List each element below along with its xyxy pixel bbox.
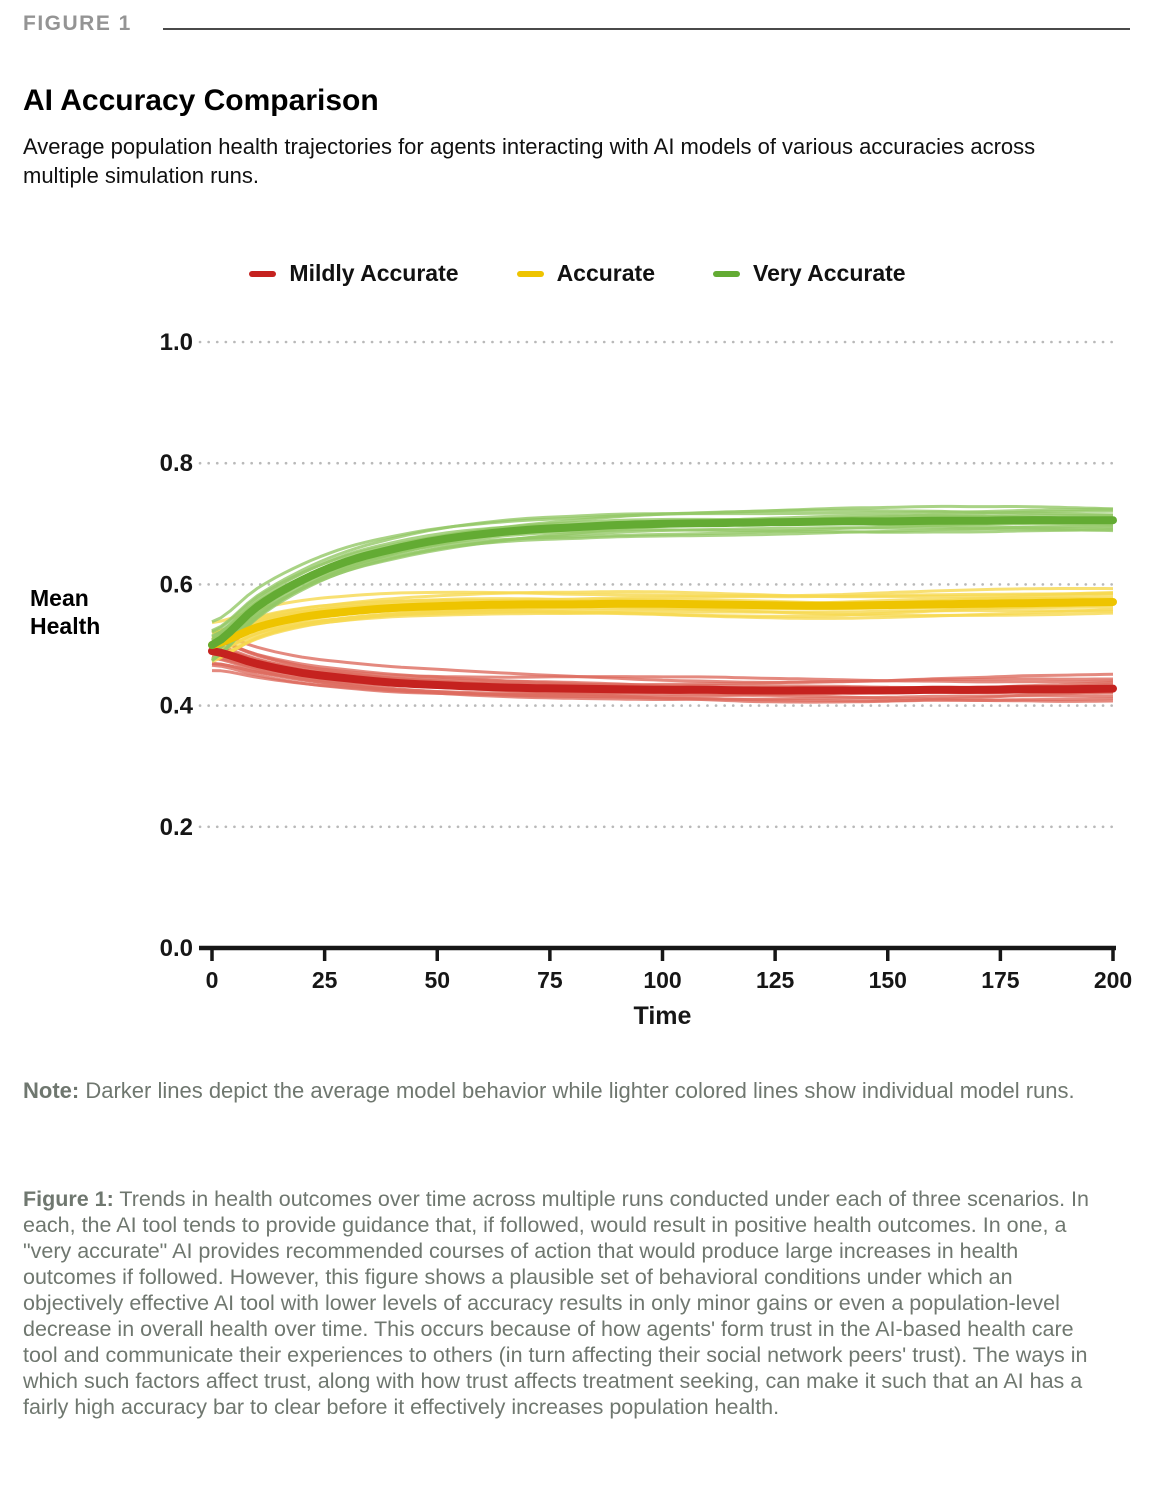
x-tick-label: 100 [643, 967, 681, 993]
run-line [211, 521, 1114, 654]
chart-note: Note: Darker lines depict the average mo… [23, 1076, 1088, 1105]
mean-line [208, 516, 1117, 649]
legend-item-accurate: Accurate [516, 260, 655, 287]
run-line [211, 636, 1114, 684]
legend-label: Mildly Accurate [289, 260, 459, 286]
x-axis-title: Time [634, 1002, 692, 1030]
chart-legend: Mildly Accurate Accurate Very Accurate [0, 260, 1155, 287]
run-line [211, 590, 1114, 634]
header-rule [163, 28, 1130, 30]
y-tick-label: 0.2 [160, 814, 193, 841]
run-line [211, 663, 1114, 703]
note-label: Note: [23, 1078, 80, 1103]
note-text: Darker lines depict the average model be… [79, 1078, 1075, 1103]
run-line [211, 520, 1113, 655]
legend-swatch-yellow [516, 270, 544, 277]
caption-text: Trends in health outcomes over time acro… [23, 1187, 1089, 1419]
legend-label: Accurate [556, 260, 655, 286]
legend-item-mildly-accurate: Mildly Accurate [249, 260, 459, 287]
caption-label: Figure 1: [23, 1187, 114, 1211]
mean-line [208, 647, 1117, 695]
y-tick-label: 0.6 [160, 571, 193, 598]
y-tick-label: 0.0 [160, 935, 193, 962]
figure-caption: Figure 1: Trends in health outcomes over… [23, 1186, 1113, 1420]
run-line [211, 636, 1113, 687]
run-line [211, 587, 1114, 625]
y-axis-title: Mean Health [30, 585, 101, 639]
run-line [211, 592, 1113, 635]
chart-subtitle: Average population health trajectories f… [23, 134, 1036, 188]
run-line [211, 629, 1114, 684]
legend-label: Very Accurate [753, 260, 906, 286]
y-tick-label: 0.4 [160, 693, 194, 720]
legend-item-very-accurate: Very Accurate [713, 260, 906, 287]
page-title: AI Accuracy Comparison [23, 84, 379, 117]
run-line [211, 517, 1114, 642]
x-tick-label: 125 [756, 967, 795, 993]
run-line [211, 522, 1114, 654]
line-chart: 0.0 0.2 0.4 0.6 0.8 1.0 0 25 50 75 100 125 150 175 200… [160, 329, 1133, 1030]
x-tick-label: 175 [981, 967, 1020, 993]
legend-swatch-green [713, 270, 740, 277]
figure-label: FIGURE 1 [23, 12, 132, 35]
x-tick-label: 200 [1094, 967, 1132, 993]
y-tick-label: 1.0 [160, 329, 193, 356]
x-tick-label: 25 [312, 967, 338, 993]
run-line [211, 504, 1114, 624]
x-tick-label: 0 [206, 967, 219, 993]
y-tick-label: 0.8 [160, 450, 193, 477]
x-tick-label: 150 [869, 967, 907, 993]
x-tick-label: 75 [537, 967, 563, 993]
legend-swatch-red [249, 270, 277, 277]
x-tick-label: 50 [424, 967, 450, 993]
mean-line [208, 598, 1117, 649]
